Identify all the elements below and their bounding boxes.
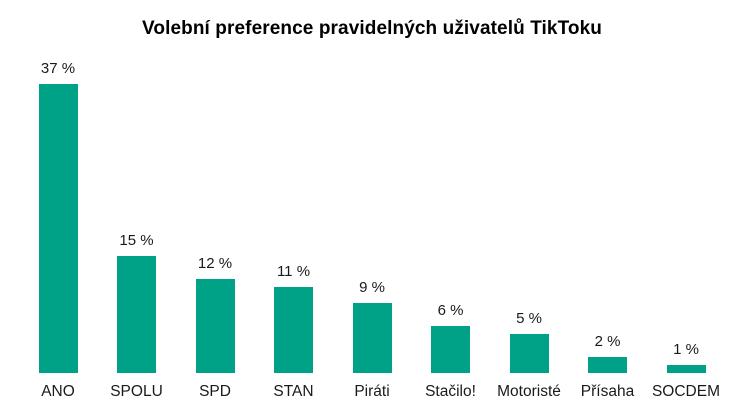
- category-label: SPOLU: [110, 383, 163, 400]
- bar: [431, 326, 470, 373]
- category-label: SOCDEM: [651, 383, 721, 400]
- plot-area: 37 % ANO 15 % SPOLU 12 % SPD 11 % STAN 9 % Piráti…: [0, 52, 744, 402]
- bar-group-spd: 12 % SPD: [176, 255, 255, 402]
- bar: [274, 287, 313, 373]
- bar-group-stan: 11 % STAN: [254, 263, 333, 402]
- bar-value-label: 15 %: [119, 232, 154, 249]
- bar-group-spolu: 15 % SPOLU: [97, 232, 176, 402]
- bar-group-socdem: 1 % SOCDEM: [647, 341, 726, 402]
- bar-value-label: 1 %: [673, 341, 699, 358]
- bar: [195, 279, 235, 373]
- bar: [117, 256, 156, 373]
- category-label: STAN: [273, 383, 314, 400]
- category-label: Motoristé: [497, 383, 561, 400]
- bar-group-pirti: 9 % Piráti: [333, 279, 412, 402]
- bar-value-label: 6 %: [437, 302, 464, 319]
- category-label: Stačilo!: [425, 383, 476, 400]
- bar-value-label: 12 %: [197, 255, 233, 272]
- bar-value-label: 37 %: [40, 60, 76, 77]
- chart-title: Volební preference pravidelných uživatel…: [142, 18, 602, 39]
- bar-group-motorist: 5 % Motoristé: [490, 310, 569, 402]
- bar-value-label: 11 %: [276, 263, 311, 280]
- bar: [352, 303, 392, 373]
- category-label: Přísaha: [580, 383, 635, 400]
- bar-value-label: 5 %: [516, 310, 542, 327]
- bar: [38, 84, 78, 373]
- bar-value-label: 9 %: [359, 279, 385, 296]
- bar-group-stailo: 6 % Stačilo!: [411, 302, 490, 402]
- category-label: Piráti: [354, 383, 390, 400]
- bar-group-ano: 37 % ANO: [19, 60, 98, 402]
- category-label: ANO: [41, 383, 75, 400]
- bar: [588, 357, 627, 373]
- category-label: SPD: [199, 383, 231, 400]
- bar-group-psaha: 2 % Přísaha: [568, 333, 647, 402]
- bar-value-label: 2 %: [594, 333, 621, 350]
- bar: [666, 365, 706, 373]
- bar: [509, 334, 549, 373]
